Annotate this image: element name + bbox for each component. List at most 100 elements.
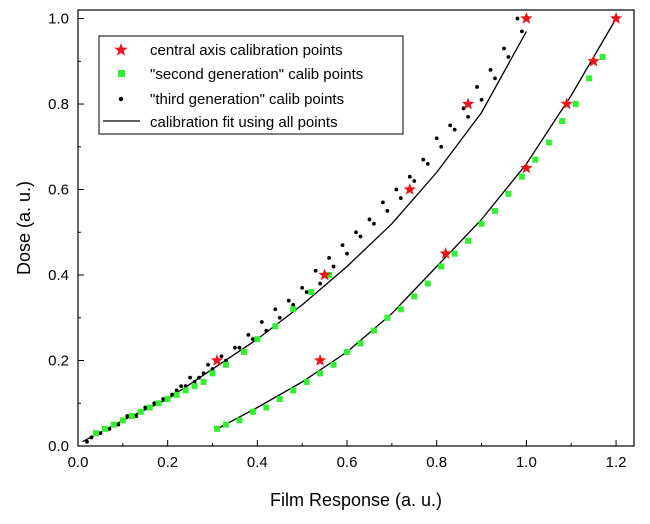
third-generation-point bbox=[520, 29, 524, 34]
second-generation-point bbox=[92, 430, 99, 437]
second-generation-point bbox=[411, 293, 418, 300]
third-generation-point bbox=[233, 345, 237, 350]
third-generation-point bbox=[381, 200, 385, 205]
second-generation-point bbox=[214, 425, 220, 432]
second-generation-point bbox=[276, 395, 283, 402]
third-generation-point bbox=[85, 439, 89, 444]
central-axis-point bbox=[520, 12, 533, 24]
second-generation-point bbox=[492, 207, 498, 214]
x-tick-label: 0.0 bbox=[68, 454, 89, 471]
second-generation-point bbox=[518, 173, 525, 180]
legend-label-central-axis: central axis calibration points bbox=[150, 42, 343, 59]
third-generation-point bbox=[116, 422, 121, 427]
third-generation-point bbox=[134, 414, 139, 418]
third-generation-point bbox=[367, 217, 372, 222]
third-generation-point bbox=[170, 392, 175, 397]
second-generation-point bbox=[155, 400, 162, 407]
second-generation-point bbox=[370, 327, 377, 334]
third-generation-point bbox=[291, 303, 296, 307]
second-generation-point bbox=[101, 425, 108, 432]
third-generation-point bbox=[515, 16, 520, 21]
second-generation-point bbox=[272, 323, 279, 330]
y-tick-label: 0.4 bbox=[48, 267, 69, 284]
central-axis-point bbox=[461, 97, 475, 110]
third-generation-point bbox=[237, 345, 242, 350]
second-generation-point bbox=[254, 336, 261, 343]
x-tick-label: 1.0 bbox=[516, 454, 537, 471]
central-axis-point bbox=[313, 354, 327, 366]
third-generation-point bbox=[188, 375, 192, 380]
legend-box bbox=[98, 35, 404, 135]
third-generation-point bbox=[434, 136, 439, 141]
third-generation-point bbox=[398, 196, 403, 200]
third-generation-point bbox=[98, 431, 103, 436]
third-generation-point bbox=[407, 174, 412, 179]
third-generation-point bbox=[394, 187, 399, 192]
second-generation-point bbox=[137, 408, 144, 415]
third-generation-point bbox=[479, 97, 484, 102]
second-generation-point bbox=[424, 280, 431, 287]
second-generation-point bbox=[317, 370, 324, 377]
second-generation-point bbox=[326, 272, 333, 279]
second-generation-point bbox=[397, 306, 404, 313]
third-generation-point bbox=[300, 285, 305, 290]
third-generation-point bbox=[183, 384, 188, 389]
x-tick-label: 0.6 bbox=[337, 454, 358, 471]
axes: 0.0 0.2 0.4 0.6 0.8 1.0 1.2 0.0 0.2 0.4 0.6 0.8 1.0 bbox=[48, 11, 626, 471]
third-generation-point bbox=[340, 243, 345, 247]
x-tick-label: 0.8 bbox=[426, 454, 447, 471]
plot-frame bbox=[77, 9, 635, 447]
third-generation-point bbox=[259, 320, 264, 324]
fit-curve-line bbox=[216, 18, 617, 430]
second-generation-point bbox=[200, 378, 207, 385]
second-generation-point bbox=[249, 408, 256, 415]
third-generation-point bbox=[197, 375, 201, 380]
second-generation-point bbox=[559, 118, 566, 125]
third-generation-point bbox=[161, 397, 166, 401]
third-generation-point bbox=[107, 427, 112, 431]
central-axis-point bbox=[609, 12, 623, 24]
second-generation-point bbox=[384, 314, 391, 321]
legend-star-icon bbox=[114, 43, 128, 56]
second-generation-point bbox=[240, 348, 247, 355]
third-generation-point bbox=[425, 161, 430, 166]
third-generation-point bbox=[174, 388, 179, 393]
second-generation-point bbox=[119, 417, 126, 424]
third-generation-point bbox=[372, 221, 376, 226]
second-generation-point bbox=[532, 156, 539, 163]
second-generation-point bbox=[222, 421, 229, 428]
y-tick-label: 0.0 bbox=[48, 438, 69, 455]
second-generation-point bbox=[263, 404, 270, 411]
third-generation-point bbox=[143, 405, 148, 410]
second-generation-point bbox=[209, 370, 216, 377]
third-generation-point bbox=[192, 379, 197, 384]
third-generation-point bbox=[264, 328, 269, 333]
third-generation-point bbox=[439, 144, 444, 149]
data-points bbox=[85, 12, 623, 444]
third-generation-point bbox=[452, 127, 457, 132]
second-generation-point bbox=[545, 139, 552, 146]
central-axis-point bbox=[560, 97, 573, 110]
third-generation-point bbox=[224, 358, 228, 363]
x-axis-title: Film Response (a. u.) bbox=[270, 490, 442, 510]
third-generation-point bbox=[201, 371, 206, 376]
third-generation-point bbox=[318, 281, 323, 286]
second-generation-point bbox=[236, 417, 243, 424]
second-generation-point bbox=[465, 237, 472, 244]
third-generation-point bbox=[250, 337, 255, 342]
second-generation-point bbox=[505, 190, 512, 197]
third-generation-point bbox=[493, 76, 497, 81]
second-generation-point bbox=[478, 220, 485, 227]
second-generation-point bbox=[164, 395, 171, 402]
second-generation-point bbox=[182, 387, 189, 394]
third-generation-point bbox=[345, 251, 349, 256]
third-generation-point bbox=[313, 268, 318, 273]
central-axis-point bbox=[318, 268, 331, 281]
second-generation-point bbox=[586, 75, 593, 82]
central-axis-point bbox=[587, 54, 600, 67]
third-generation-point bbox=[246, 332, 251, 337]
second-generation-point bbox=[290, 306, 297, 313]
third-generation-point bbox=[210, 367, 215, 371]
second-generation-point bbox=[344, 348, 351, 355]
second-generation-point bbox=[173, 391, 180, 398]
